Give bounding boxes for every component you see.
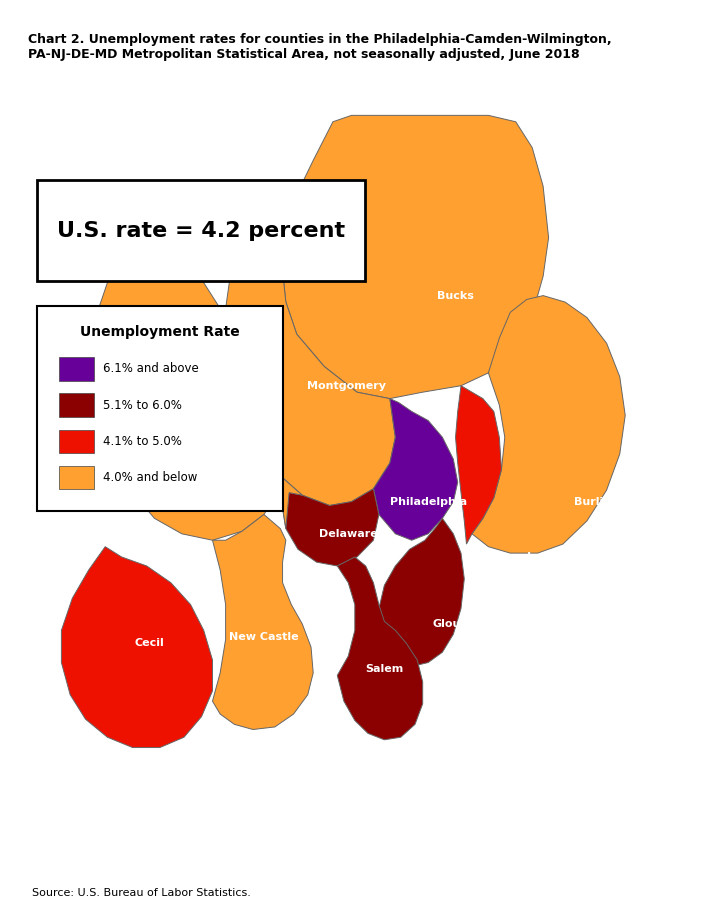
FancyBboxPatch shape — [59, 430, 94, 453]
Text: Source: U.S. Bureau of Labor Statistics.: Source: U.S. Bureau of Labor Statistics. — [32, 888, 251, 897]
Polygon shape — [61, 547, 213, 748]
Text: 4.0% and below: 4.0% and below — [103, 470, 197, 483]
FancyBboxPatch shape — [59, 358, 94, 381]
FancyBboxPatch shape — [59, 394, 94, 417]
Text: Delaware: Delaware — [319, 529, 378, 539]
Text: Chester: Chester — [185, 496, 233, 506]
Polygon shape — [94, 257, 302, 541]
Text: Bucks: Bucks — [437, 291, 474, 300]
Text: Montgomery: Montgomery — [306, 381, 386, 391]
Text: Camden: Camden — [496, 552, 546, 562]
Polygon shape — [472, 296, 625, 553]
Text: Philadelphia: Philadelphia — [390, 496, 467, 506]
Polygon shape — [373, 398, 458, 541]
Text: U.S. rate = 4.2 percent: U.S. rate = 4.2 percent — [57, 221, 346, 241]
Text: Salem: Salem — [366, 664, 403, 674]
Text: New Castle: New Castle — [229, 632, 298, 642]
Text: 6.1% and above: 6.1% and above — [103, 362, 198, 375]
Polygon shape — [337, 557, 423, 740]
Text: 4.1% to 5.0%: 4.1% to 5.0% — [103, 434, 182, 447]
Text: Unemployment Rate: Unemployment Rate — [80, 324, 240, 339]
Text: Gloucester: Gloucester — [433, 619, 501, 629]
FancyBboxPatch shape — [37, 180, 365, 282]
Polygon shape — [226, 231, 396, 505]
Polygon shape — [456, 385, 501, 544]
Polygon shape — [379, 518, 464, 666]
Text: Cecil: Cecil — [134, 638, 164, 649]
Text: Chart 2. Unemployment rates for counties in the Philadelphia-Camden-Wilmington,
: Chart 2. Unemployment rates for counties… — [28, 33, 612, 61]
FancyBboxPatch shape — [37, 306, 283, 511]
Text: Burlington: Burlington — [574, 496, 640, 506]
FancyBboxPatch shape — [59, 466, 94, 489]
Polygon shape — [281, 116, 548, 398]
Polygon shape — [213, 515, 313, 730]
Polygon shape — [283, 489, 379, 566]
Text: 5.1% to 6.0%: 5.1% to 6.0% — [103, 398, 182, 411]
